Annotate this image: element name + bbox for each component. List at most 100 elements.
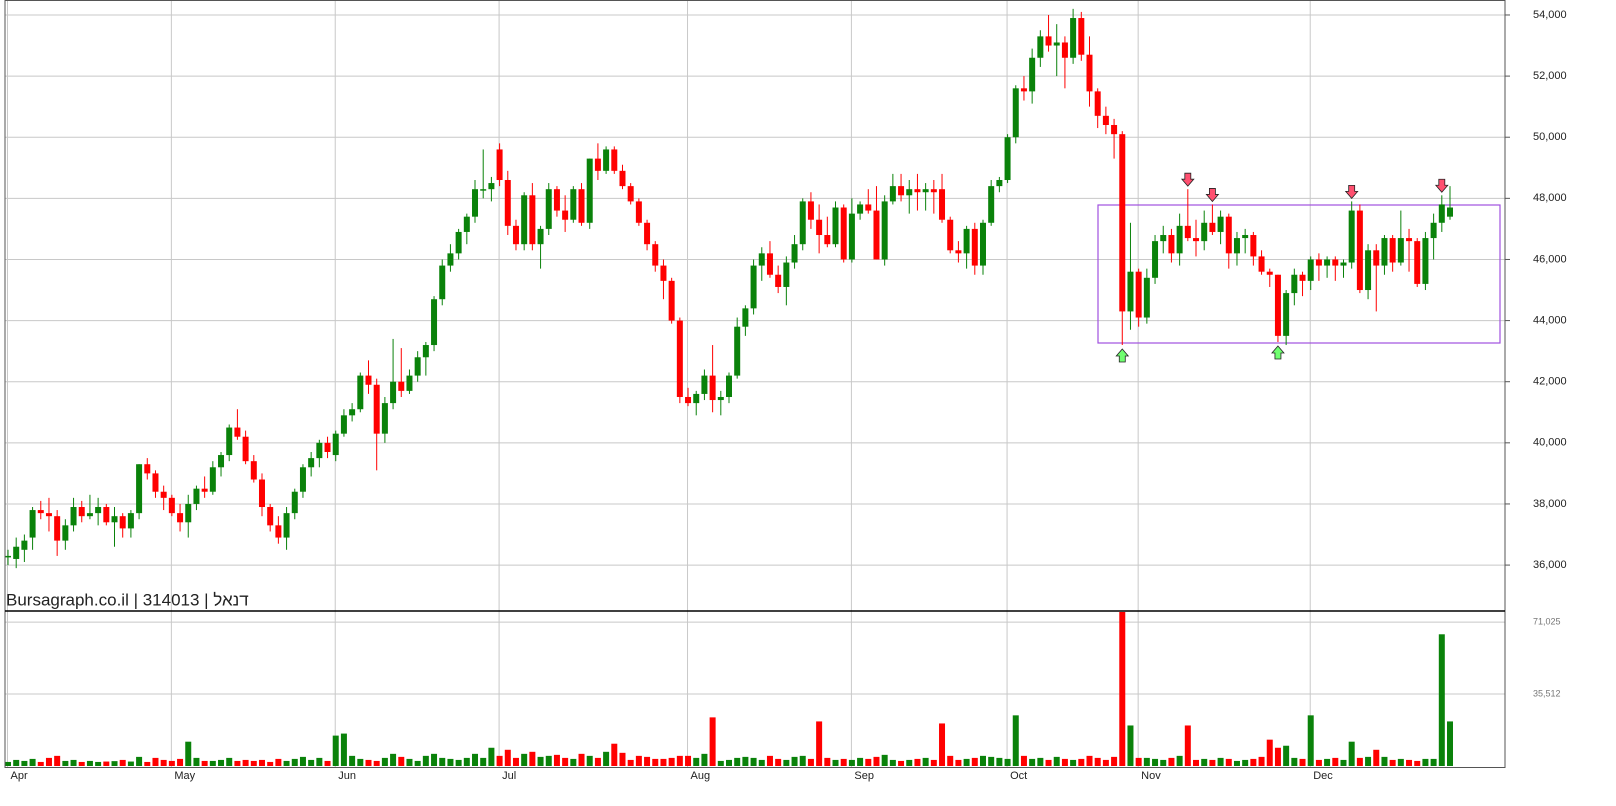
candle-body — [209, 467, 216, 492]
candle-body — [37, 510, 44, 514]
volume-bar — [5, 761, 11, 766]
candle-body — [906, 189, 913, 196]
volume-bar — [144, 761, 151, 766]
candle-body — [840, 207, 847, 260]
x-tick-label: Oct — [1010, 770, 1027, 782]
candle-body — [1233, 238, 1240, 254]
volume-bar — [504, 749, 511, 766]
volume-bar — [1020, 755, 1027, 766]
candle-body — [537, 228, 544, 245]
volume-bar — [242, 759, 249, 766]
volume-bar — [21, 760, 28, 766]
candle-body — [332, 433, 339, 456]
candle-body — [439, 265, 446, 300]
candle-body — [1242, 235, 1249, 239]
volume-bar — [824, 757, 831, 766]
candle-body — [1250, 235, 1257, 257]
candle-body — [1258, 256, 1265, 272]
volume-bar — [70, 759, 77, 766]
volume-bar — [1274, 747, 1281, 766]
candle-body — [996, 180, 1003, 187]
candle-body — [635, 201, 642, 223]
y-tick-label: 50,000 — [1533, 131, 1567, 143]
volume-bar — [979, 755, 986, 766]
candle-body — [988, 186, 995, 223]
volume-bar — [1143, 757, 1150, 766]
grid-layer: 36,000 38,000 40,000 42,000 44,000 46,000 48,0… — [5, 0, 1567, 782]
volume-bar — [1193, 759, 1200, 766]
volume-bar — [127, 761, 134, 766]
candle-body — [1078, 18, 1085, 55]
candle-body — [791, 244, 798, 263]
volume-bar — [201, 760, 208, 766]
candle-body — [619, 170, 626, 187]
volume-bar — [857, 757, 864, 766]
volume-bar — [750, 757, 757, 766]
volume-bar — [1127, 725, 1134, 766]
volume-bar — [299, 756, 306, 766]
candle-body — [660, 265, 667, 281]
candle-body — [1217, 216, 1224, 232]
candle-body — [709, 375, 716, 401]
candle-body — [644, 222, 651, 245]
candle-body — [603, 149, 610, 171]
candle-body — [1324, 259, 1331, 266]
candle-body — [1004, 137, 1011, 181]
volume-bar — [1266, 739, 1273, 766]
candle-body — [1447, 207, 1453, 217]
candle-body — [1201, 222, 1208, 242]
candle-body — [873, 210, 880, 260]
candle-body — [1209, 222, 1216, 232]
candle-body — [62, 525, 69, 541]
candle-body — [914, 189, 921, 193]
candle-body — [45, 513, 52, 517]
candle-body — [21, 540, 28, 550]
volume-bar — [78, 761, 85, 766]
volume-bar — [439, 757, 446, 766]
candle-body — [1274, 274, 1281, 336]
candle-body — [258, 479, 265, 508]
candle-body — [185, 503, 192, 523]
candle-body — [1053, 42, 1060, 46]
volume-bar — [431, 753, 438, 766]
volume-bar — [1029, 758, 1036, 766]
volume-bar — [783, 759, 790, 766]
volume-bar — [644, 756, 651, 766]
candle-body — [807, 201, 814, 220]
candle-body — [971, 228, 978, 266]
volume-bar — [234, 760, 241, 766]
x-tick-label: Aug — [691, 770, 711, 782]
volume-bar — [86, 760, 93, 766]
volume-bar — [635, 755, 642, 766]
volume-bar — [1315, 759, 1322, 766]
volume-bar — [1168, 757, 1175, 766]
buy-arrow — [1115, 348, 1130, 363]
y-tick-label: 36,000 — [1533, 559, 1567, 571]
volume-bar — [365, 759, 372, 766]
volume-bar — [1119, 612, 1126, 766]
volume-bar — [775, 758, 782, 766]
volume-bar — [193, 757, 200, 766]
candle-body — [1168, 235, 1175, 254]
candle-body — [742, 308, 749, 327]
volume-bar — [1299, 758, 1306, 766]
y-tick-label: 40,000 — [1533, 437, 1567, 449]
x-tick-label: Jul — [502, 770, 516, 782]
candle-body — [668, 280, 675, 321]
volume-bar — [537, 756, 544, 766]
y-tick-label: 44,000 — [1533, 314, 1567, 326]
candle-body — [1438, 204, 1445, 223]
candle-body — [1266, 271, 1273, 275]
candle-body — [316, 442, 323, 459]
volume-bar — [1111, 756, 1118, 766]
volume-bar — [13, 759, 20, 766]
volume-bar — [463, 757, 470, 766]
candle-body — [472, 189, 479, 217]
volume-bar — [832, 759, 839, 766]
candle-body — [775, 274, 782, 287]
volume-bar — [1291, 757, 1298, 766]
candle-body — [406, 375, 413, 391]
volume-bar — [971, 757, 978, 766]
frame — [4, 0, 1506, 768]
candle-body — [1029, 57, 1036, 92]
